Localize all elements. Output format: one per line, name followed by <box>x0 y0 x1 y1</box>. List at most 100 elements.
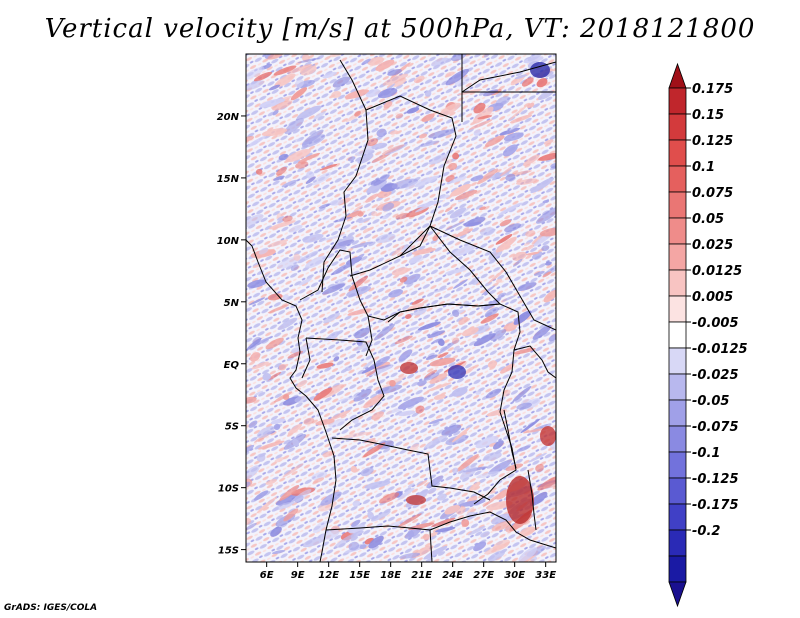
ascent-cell <box>282 463 304 478</box>
colorbar-label: -0.025 <box>692 368 739 383</box>
descent-cell <box>453 345 460 351</box>
lat-tick-label: 20N <box>217 112 240 123</box>
ascent-cell <box>383 101 393 109</box>
descent-cell <box>537 90 554 100</box>
ascent-cell <box>495 278 503 283</box>
descent-cell <box>473 129 481 136</box>
descent-cell <box>485 388 502 399</box>
ascent-cell <box>422 533 430 541</box>
descent-cell <box>333 356 340 362</box>
descent-cell <box>431 57 450 67</box>
descent-cell <box>450 245 476 258</box>
descent-cell <box>346 286 372 297</box>
descent-cell <box>337 395 359 402</box>
descent-cell <box>320 491 342 506</box>
colorbar-label: 0.15 <box>692 108 724 123</box>
ascent-cell <box>421 113 435 122</box>
ascent-cell <box>450 183 472 197</box>
descent-cell <box>498 202 523 216</box>
ascent-cell <box>525 230 536 237</box>
descent-cell <box>428 153 449 165</box>
descent-cell <box>353 388 372 402</box>
ascent-cell <box>303 417 315 425</box>
ascent-cell <box>543 139 554 145</box>
descent-cell <box>405 326 419 332</box>
ascent-cell <box>542 271 552 278</box>
ascent-cell <box>267 293 283 301</box>
descent-cell <box>297 57 321 64</box>
descent-cell <box>423 434 448 450</box>
descent-cell <box>542 199 550 204</box>
ascent-cell <box>365 193 379 203</box>
descent-cell <box>248 420 258 428</box>
ascent-cell <box>344 89 370 99</box>
descent-cell <box>364 480 391 489</box>
descent-cell <box>329 199 344 206</box>
ascent-cell <box>445 71 455 77</box>
descent-cell <box>476 471 500 479</box>
ascent-cell <box>519 526 536 537</box>
descent-cell <box>344 253 365 269</box>
ascent-cell <box>411 298 424 305</box>
colorbar-label: 0.125 <box>692 134 733 149</box>
descent-cell <box>387 69 402 76</box>
colorbar-swatch <box>668 269 687 297</box>
descent-cell <box>312 172 332 186</box>
ascent-cell <box>535 463 544 472</box>
lat-tick-label: 10N <box>217 236 240 247</box>
descent-cell <box>305 255 327 269</box>
ascent-cell <box>273 391 293 403</box>
descent-cell <box>459 466 477 480</box>
descent-cell <box>427 487 437 494</box>
ascent-cell <box>274 73 296 88</box>
strong-cell <box>530 62 550 78</box>
descent-cell <box>445 267 468 275</box>
ascent-cell <box>415 405 425 414</box>
ascent-cell <box>472 106 494 124</box>
ascent-cell <box>371 211 378 217</box>
ascent-cell <box>362 440 379 449</box>
ascent-cell <box>285 148 312 163</box>
descent-cell <box>407 483 415 488</box>
ascent-cell <box>429 373 448 384</box>
descent-cell <box>371 142 388 150</box>
descent-cell <box>375 233 396 244</box>
descent-cell <box>373 323 395 341</box>
descent-cell <box>470 175 484 182</box>
descent-cell <box>276 216 285 221</box>
ascent-cell <box>256 496 278 514</box>
descent-cell <box>398 410 416 417</box>
descent-cell <box>504 223 522 232</box>
descent-cell <box>499 127 521 136</box>
descent-cell <box>480 531 490 538</box>
ascent-cell <box>523 154 540 166</box>
descent-cell <box>313 111 326 120</box>
ascent-cell <box>377 189 392 199</box>
latitude-axis: 20N 15N 10N 5N EQ 5S 10S 15S <box>217 112 246 557</box>
ascent-cell <box>267 54 284 60</box>
descent-cell <box>350 241 374 249</box>
descent-cell <box>298 278 312 286</box>
descent-cell <box>483 54 490 58</box>
descent-cell <box>541 245 550 252</box>
colorbar-label: 0.0125 <box>692 264 742 279</box>
lon-tick-label: 15E <box>349 570 370 581</box>
descent-cell <box>373 174 390 186</box>
colorbar-swatch <box>668 217 687 245</box>
ascent-cell <box>409 443 420 451</box>
descent-cell <box>532 324 552 340</box>
descent-cell <box>414 175 440 188</box>
ascent-cell <box>512 251 527 261</box>
lat-tick-label: 5N <box>224 298 240 309</box>
ascent-cell <box>319 163 338 171</box>
descent-cell <box>256 426 275 438</box>
descent-cell <box>426 475 444 489</box>
descent-cell <box>246 337 262 350</box>
descent-cell <box>273 423 281 430</box>
strong-cell <box>448 365 466 379</box>
descent-cell <box>372 355 391 368</box>
ascent-cell <box>448 162 458 171</box>
ascent-cell <box>479 206 487 211</box>
descent-cell <box>423 545 448 560</box>
descent-cell <box>403 273 421 285</box>
